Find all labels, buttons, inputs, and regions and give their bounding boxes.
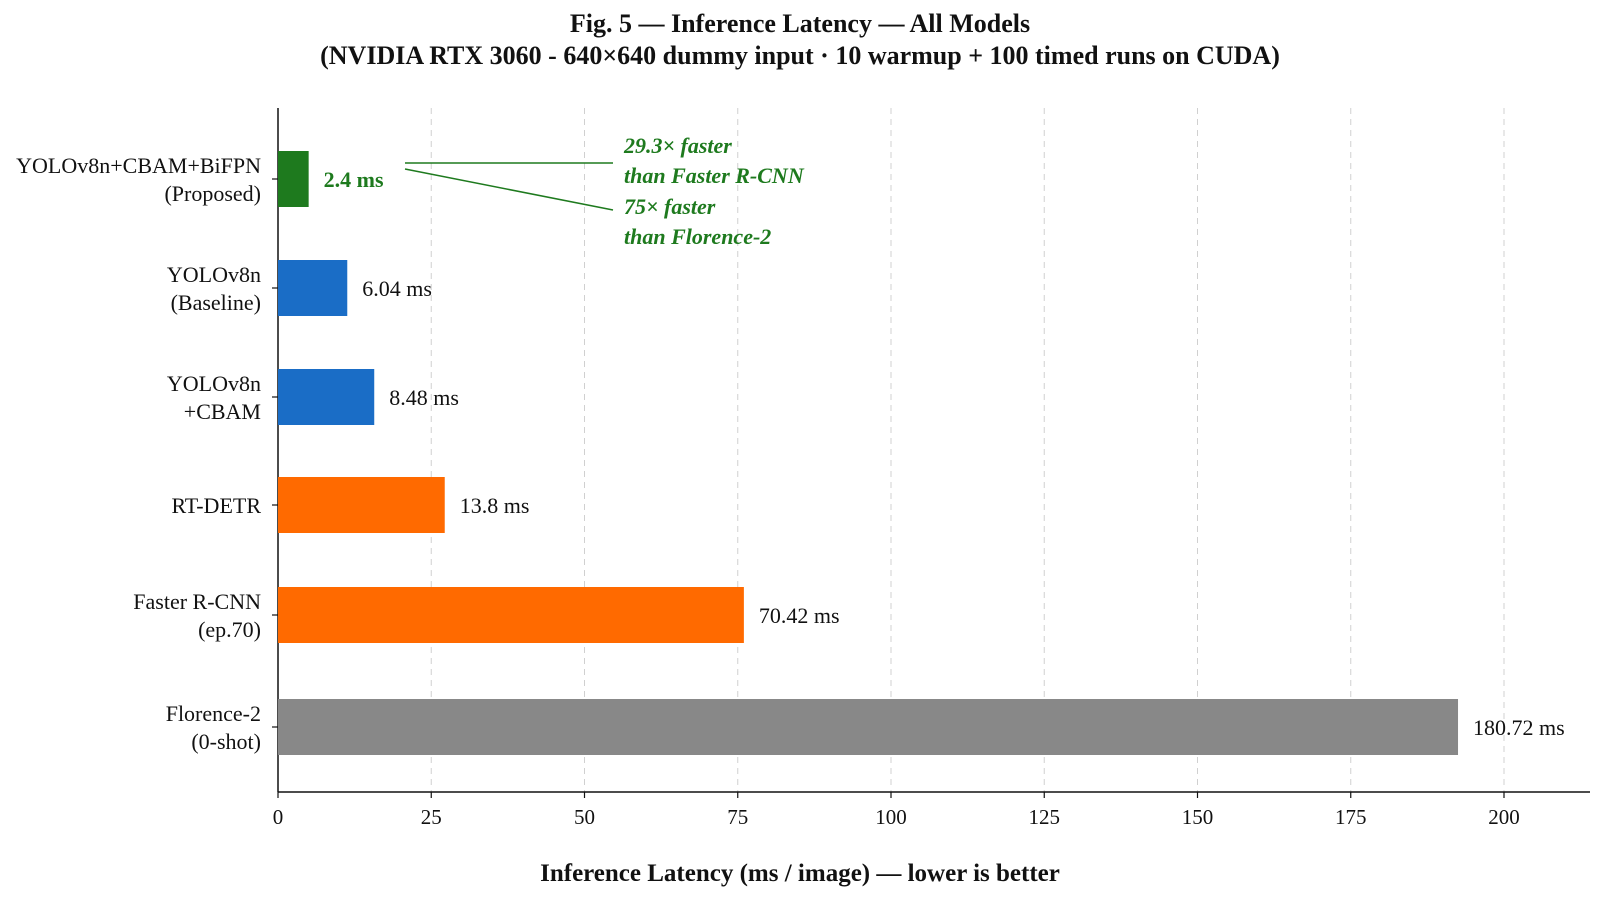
x-tick-label: 0 [273, 805, 284, 829]
x-tick-label: 175 [1335, 805, 1367, 829]
bar-value-label: 8.48 ms [389, 385, 459, 410]
y-tick-label: (Baseline) [171, 290, 261, 315]
bar [278, 477, 445, 533]
bar [278, 699, 1459, 755]
bar-value-label: 6.04 ms [362, 276, 432, 301]
bar [278, 369, 375, 425]
bar [278, 151, 309, 207]
y-tick-label: YOLOv8n [167, 371, 261, 396]
x-tick-label: 50 [574, 805, 595, 829]
y-tick-label: YOLOv8n+CBAM+BiFPN [16, 153, 261, 178]
annotation-text: than Faster R-CNN [624, 163, 805, 188]
bar-value-label: 70.42 ms [759, 603, 840, 628]
bar-value-label: 180.72 ms [1473, 715, 1565, 740]
annotation-text: 75× faster [624, 194, 716, 219]
y-tick-label: YOLOv8n [167, 262, 261, 287]
x-tick-label: 25 [421, 805, 442, 829]
y-tick-label: +CBAM [184, 399, 261, 424]
x-axis-label: Inference Latency (ms / image) — lower i… [540, 860, 1060, 887]
bar-value-label: 2.4 ms [324, 167, 384, 192]
chart-subtitle: (NVIDIA RTX 3060 - 640×640 dummy input ·… [320, 41, 1280, 70]
y-tick-label: (Proposed) [164, 181, 261, 206]
x-tick-label: 200 [1488, 805, 1520, 829]
y-tick-label: Faster R-CNN [133, 589, 261, 614]
y-tick-label: Florence-2 [166, 701, 261, 726]
bar-value-label: 13.8 ms [460, 493, 530, 518]
annotation-leader-line [404, 168, 614, 211]
x-tick-label: 75 [727, 805, 748, 829]
annotation-text: than Florence-2 [624, 224, 771, 249]
y-tick-label: RT-DETR [171, 493, 261, 518]
bar [278, 260, 348, 316]
x-tick-label: 150 [1182, 805, 1214, 829]
y-tick-label: (ep.70) [198, 617, 261, 642]
x-tick-label: 125 [1029, 805, 1061, 829]
y-tick-label: (0-shot) [191, 729, 261, 754]
chart-title: Fig. 5 — Inference Latency — All Models [569, 9, 1031, 38]
x-tick-label: 100 [875, 805, 907, 829]
annotation-text: 29.3× faster [623, 133, 732, 158]
bar [278, 587, 744, 643]
